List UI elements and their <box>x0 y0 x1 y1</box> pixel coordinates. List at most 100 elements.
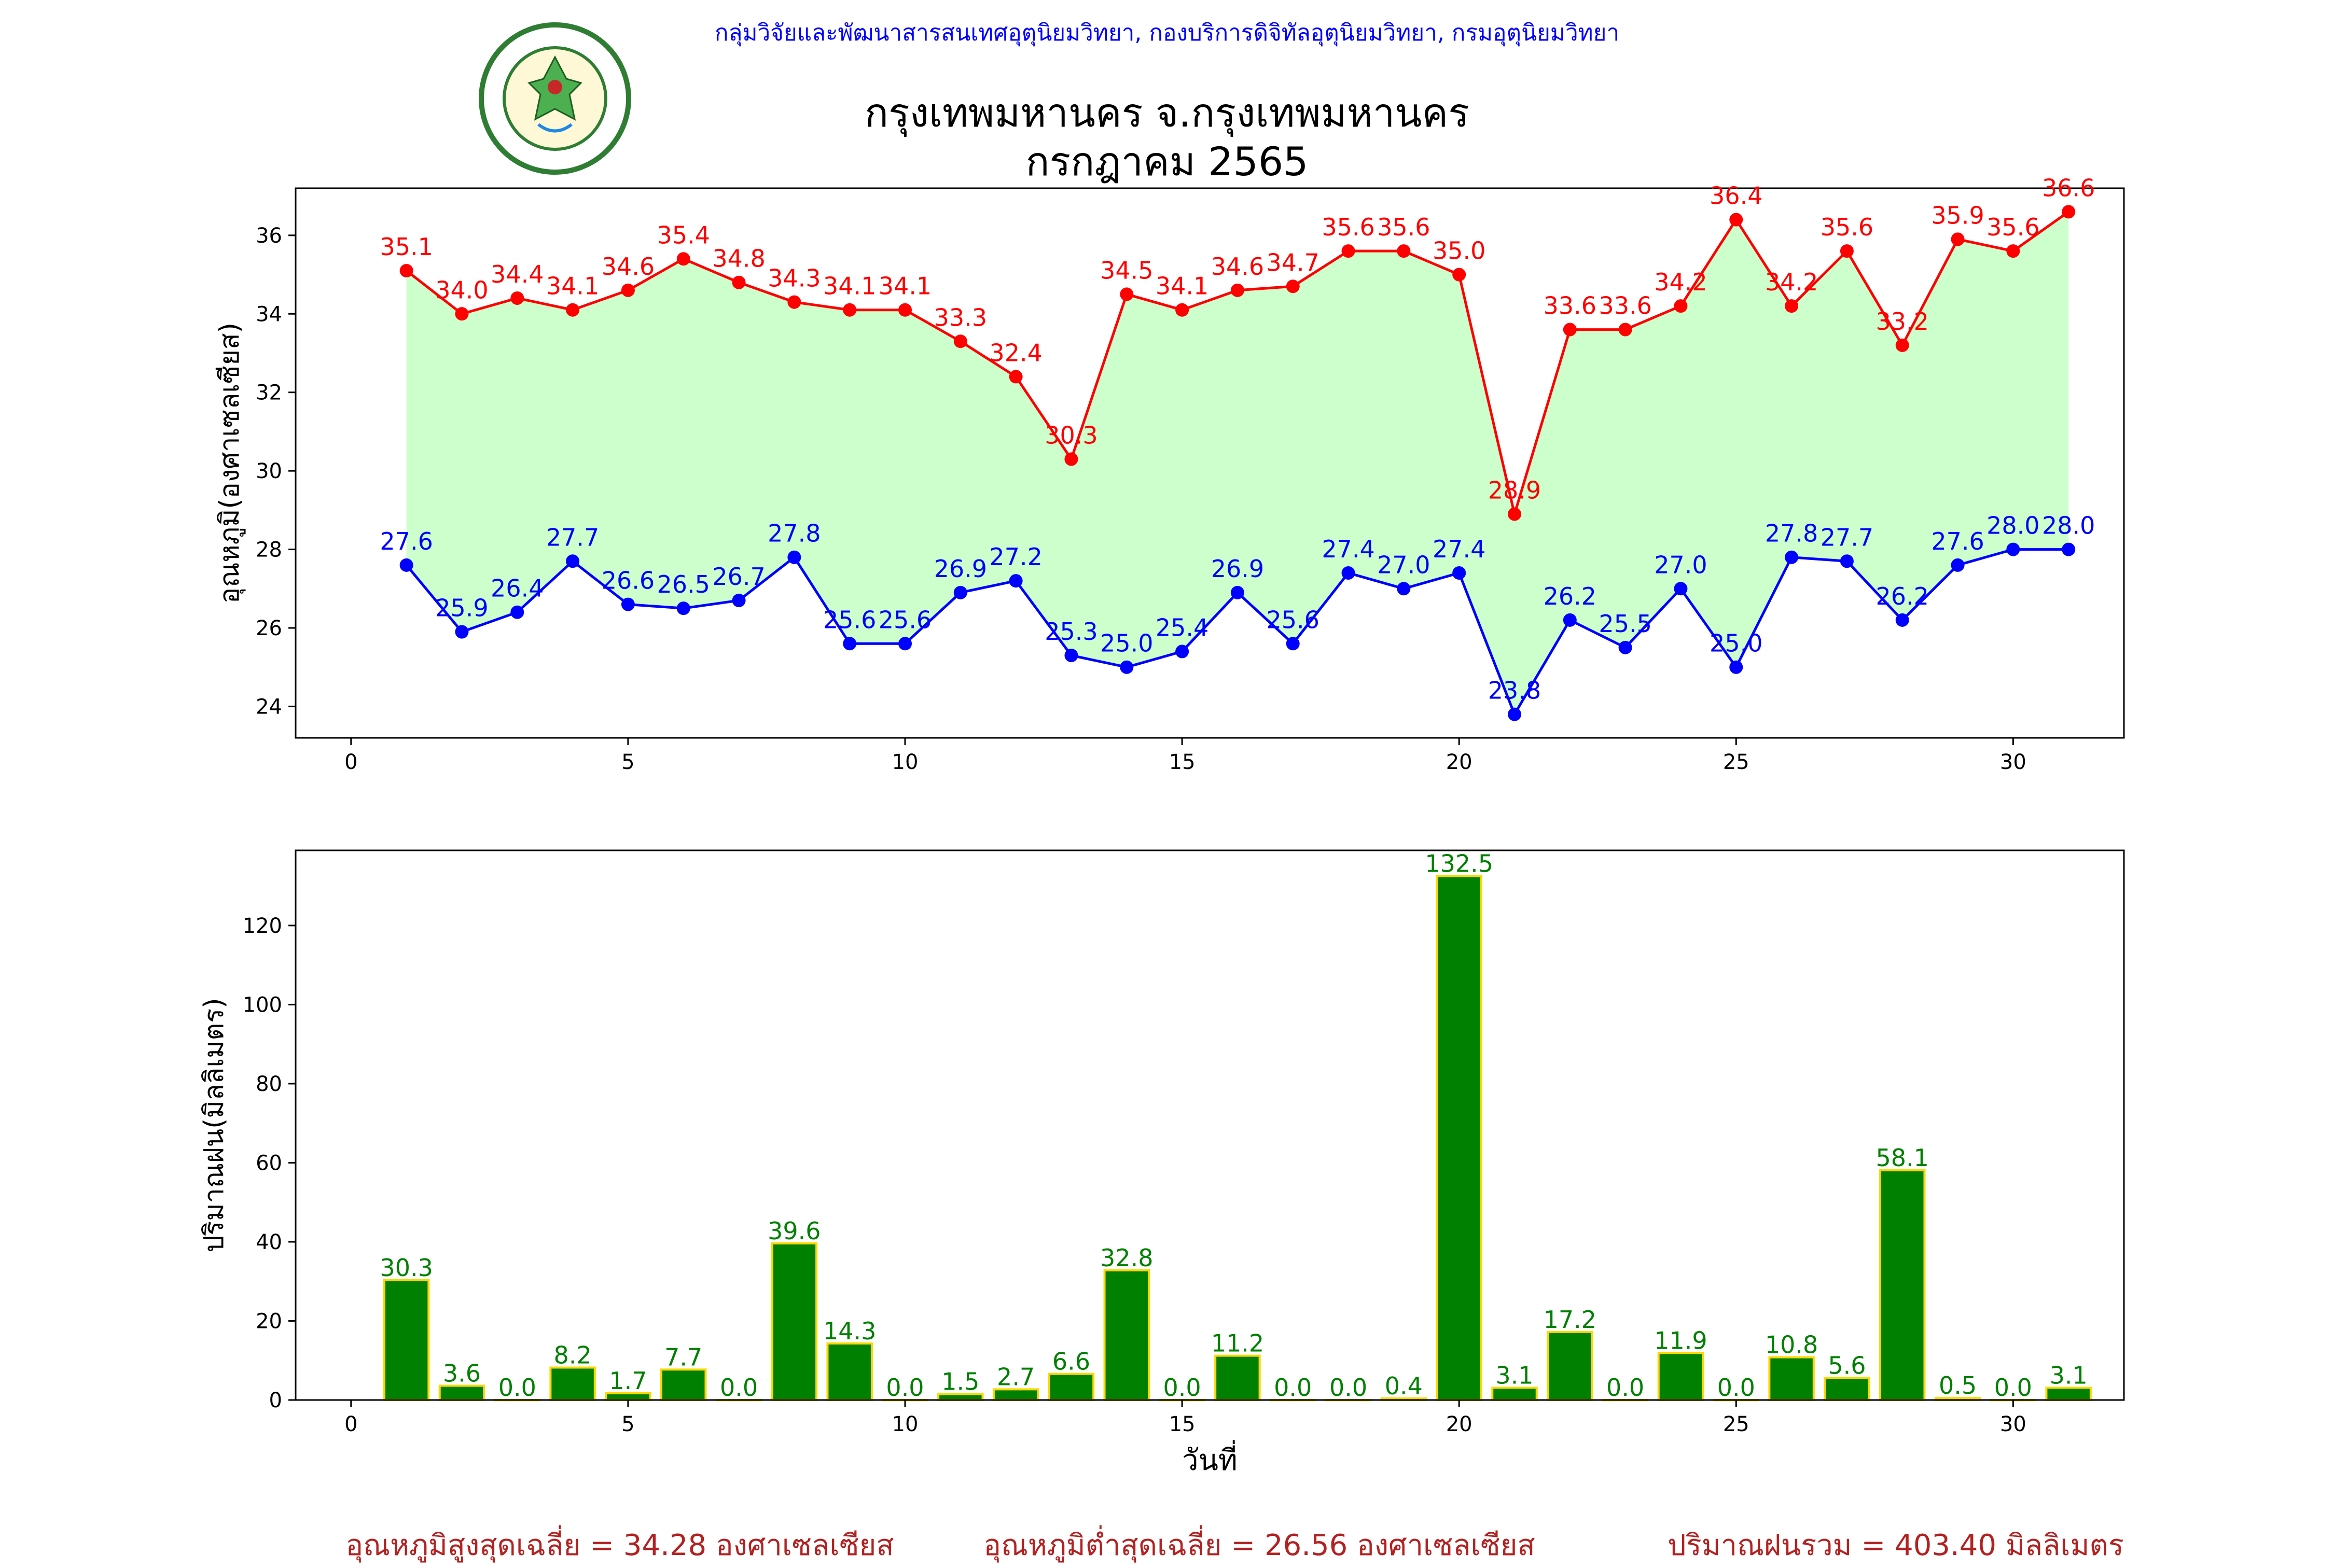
data-label-min: 27.4 <box>1433 535 1485 563</box>
data-point-max <box>1951 232 1965 246</box>
data-point-max <box>1286 279 1300 293</box>
data-label-max: 34.5 <box>1100 256 1153 284</box>
rain-bar <box>383 1279 430 1402</box>
data-point-min <box>1729 660 1743 674</box>
y-tick-label: 36 <box>256 224 282 248</box>
data-label-min: 27.4 <box>1322 535 1374 563</box>
data-label-min: 27.7 <box>1821 523 1873 551</box>
rain-value-label: 11.9 <box>1654 1326 1707 1354</box>
rain-bar <box>1657 1352 1704 1401</box>
data-point-min <box>1120 660 1134 674</box>
rain-value-label: 3.1 <box>1495 1361 1533 1389</box>
data-label-min: 25.0 <box>1710 629 1762 657</box>
data-point-min <box>732 594 746 607</box>
data-point-min <box>787 550 801 564</box>
y-tick-label: 120 <box>243 914 282 938</box>
data-point-min <box>621 597 635 611</box>
rain-bar <box>1879 1169 1926 1402</box>
data-point-min <box>455 625 469 639</box>
y-tick-label: 80 <box>256 1072 282 1096</box>
data-label-max: 33.2 <box>1876 307 1929 335</box>
y-tick-label: 0 <box>269 1389 282 1412</box>
data-point-max <box>843 303 857 317</box>
avg-min-temp-text: อุณหภูมิต่ำสุดเฉลี่ย = 26.56 องศาเซลเซีย… <box>983 1529 1535 1562</box>
rain-value-label: 0.0 <box>720 1374 758 1402</box>
data-point-min <box>1951 558 1965 572</box>
data-label-min: 27.6 <box>1931 527 1984 555</box>
data-label-max: 33.6 <box>1599 292 1651 320</box>
data-label-min: 26.9 <box>934 555 987 583</box>
rain-bar <box>1491 1387 1538 1401</box>
data-label-max: 36.4 <box>1710 182 1762 210</box>
meteorological-department-logo <box>479 22 631 175</box>
data-point-min <box>1397 582 1411 596</box>
y-tick-label: 40 <box>256 1230 282 1254</box>
data-label-max: 34.2 <box>1765 268 1818 296</box>
rain-bar <box>2045 1387 2092 1401</box>
data-label-min: 26.5 <box>657 570 710 598</box>
y-axis-label: อุณหภูมิ(องศาเซลเซียส) <box>214 323 246 604</box>
rain-bar <box>1048 1373 1095 1401</box>
data-label-min: 25.3 <box>1045 618 1097 646</box>
data-label-max: 35.6 <box>1986 213 2039 241</box>
x-tick-label: 0 <box>344 750 357 774</box>
data-point-min <box>1674 582 1688 596</box>
data-label-min: 28.0 <box>2042 512 2095 540</box>
data-point-min <box>1064 649 1078 662</box>
data-point-max <box>1563 323 1577 337</box>
data-point-max <box>1064 452 1078 466</box>
y-tick-label: 24 <box>256 695 282 719</box>
data-point-min <box>2062 542 2076 556</box>
data-point-min <box>1175 645 1189 659</box>
rain-value-label: 11.2 <box>1211 1329 1264 1357</box>
avg-max-temp-text: อุณหภูมิสูงสุดเฉลี่ย = 34.28 องศาเซลเซีย… <box>345 1529 894 1562</box>
data-label-min: 27.2 <box>989 543 1042 571</box>
data-label-max: 34.1 <box>546 272 599 300</box>
rain-value-label: 0.0 <box>498 1374 536 1402</box>
data-point-max <box>1397 244 1411 258</box>
data-point-max <box>953 334 967 348</box>
data-label-max: 35.6 <box>1377 213 1430 241</box>
data-label-max: 34.3 <box>768 264 821 292</box>
rain-value-label: 132.5 <box>1425 850 1493 878</box>
y-tick-label: 20 <box>256 1309 282 1333</box>
rain-bar <box>1214 1354 1261 1401</box>
data-point-max <box>1175 303 1189 317</box>
data-point-max <box>787 295 801 309</box>
rain-value-label: 32.8 <box>1100 1244 1153 1272</box>
data-point-max <box>732 275 746 289</box>
x-tick-label: 10 <box>892 750 919 774</box>
rain-value-label: 14.3 <box>823 1317 876 1345</box>
data-point-max <box>455 307 469 321</box>
x-tick-label: 20 <box>1446 750 1472 774</box>
data-label-max: 30.3 <box>1045 421 1097 449</box>
rain-value-label: 0.0 <box>1717 1374 1755 1402</box>
rain-bar <box>1547 1331 1593 1401</box>
rain-value-label: 3.6 <box>443 1360 481 1388</box>
data-label-max: 35.9 <box>1931 201 1984 229</box>
rain-value-label: 0.5 <box>1939 1371 1977 1399</box>
data-point-min <box>399 558 413 572</box>
y-tick-label: 28 <box>256 538 282 562</box>
data-label-max: 35.1 <box>380 233 433 261</box>
rain-value-label: 2.7 <box>997 1363 1035 1391</box>
data-label-min: 27.7 <box>546 523 599 551</box>
data-point-max <box>566 303 580 317</box>
data-point-min <box>1009 574 1023 588</box>
data-point-max <box>1729 213 1743 227</box>
data-point-min <box>898 637 912 651</box>
rain-bar <box>549 1366 596 1401</box>
x-axis-label: วันที่ <box>1182 1440 1238 1477</box>
data-point-max <box>1674 299 1688 313</box>
data-label-max: 35.0 <box>1433 237 1485 265</box>
rain-bar <box>771 1242 818 1402</box>
data-point-min <box>1341 566 1355 580</box>
rain-value-label: 8.2 <box>554 1341 592 1369</box>
y-tick-label: 26 <box>256 617 282 640</box>
rain-value-label: 39.6 <box>768 1217 821 1245</box>
rain-value-label: 5.6 <box>1828 1351 1866 1379</box>
data-label-min: 27.6 <box>380 527 433 555</box>
data-point-min <box>1785 550 1799 564</box>
data-label-max: 34.6 <box>602 253 655 281</box>
temperature-plot-frame <box>295 187 2125 739</box>
